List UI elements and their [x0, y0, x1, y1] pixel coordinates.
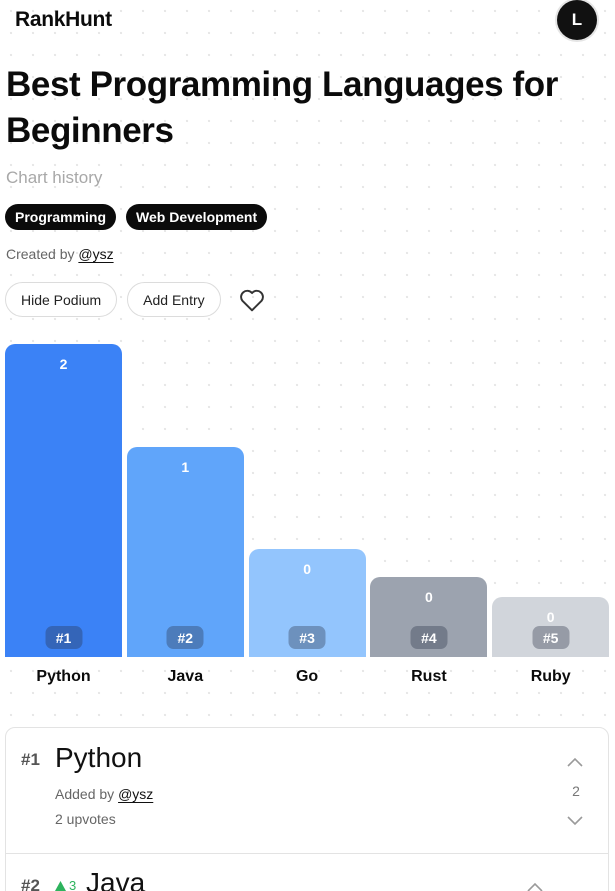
podium-chart: 2 #1 1 #2 0 #3 0 #4 0 #5: [5, 340, 610, 658]
entry-name[interactable]: Java: [86, 867, 146, 891]
podium-bar-java[interactable]: 1 #2: [126, 446, 244, 657]
bar-value-label: 2: [59, 356, 68, 372]
upvote-chevron-up-icon[interactable]: [567, 754, 583, 772]
bar-rank-badge: #5: [532, 626, 570, 649]
bar-rank-badge: #2: [166, 626, 204, 649]
user-avatar[interactable]: L: [557, 0, 597, 40]
arrow-up-icon: [55, 880, 66, 891]
rank-change-value: 3: [69, 878, 77, 891]
action-bar: Hide Podium Add Entry: [5, 282, 267, 317]
app-logo[interactable]: RankHunt: [15, 8, 112, 31]
podium-bar-rust[interactable]: 0 #4: [370, 577, 488, 657]
page-title: Best Programming Languages for Beginners: [6, 65, 558, 150]
entry-name[interactable]: Python: [55, 742, 143, 773]
heart-icon[interactable]: [237, 285, 267, 315]
added-by-label: Added by: [55, 786, 115, 802]
podium-bar-ruby[interactable]: 0 #5: [492, 597, 610, 657]
bar-value-label: 1: [181, 458, 190, 475]
hide-podium-button[interactable]: Hide Podium: [5, 282, 118, 317]
bar-value-label: 0: [424, 589, 433, 605]
bar-value-label: 0: [546, 609, 555, 625]
entry-rank: #1: [21, 750, 40, 769]
bar-rank-badge: #1: [45, 626, 82, 649]
creator-link[interactable]: @ysz: [78, 246, 114, 262]
upvote-chevron-up-icon[interactable]: [527, 879, 543, 891]
podium-bar-go[interactable]: 0 #3: [248, 549, 366, 657]
bar-rank-badge: #3: [288, 626, 326, 649]
list-item[interactable]: #1 Python Added by @ysz 2 upvotes 2: [6, 728, 608, 854]
bar-value-label: 0: [303, 561, 311, 577]
tag-list: Programming Web Development: [5, 204, 268, 230]
created-by: Created by @ysz: [6, 246, 114, 262]
downvote-chevron-down-icon[interactable]: [567, 813, 583, 831]
bar-category-label: Java: [167, 668, 204, 685]
podium-bar-python[interactable]: 2 #1: [5, 344, 122, 657]
tag-web-development[interactable]: Web Development: [126, 204, 268, 230]
entry-added-by: Added by @ysz: [55, 786, 153, 802]
bar-category-label: Go: [295, 668, 319, 685]
tag-programming[interactable]: Programming: [5, 204, 117, 230]
top-bar: RankHunt L: [0, 0, 615, 42]
entry-upvotes: 2 upvotes: [55, 811, 116, 827]
vote-count: 2: [572, 783, 580, 799]
entry-list: #1 Python Added by @ysz 2 upvotes 2 #2 3…: [5, 727, 609, 891]
created-by-label: Created by: [6, 246, 75, 262]
entry-rank: #2: [21, 876, 40, 891]
rank-change: 3: [55, 878, 76, 891]
add-entry-button[interactable]: Add Entry: [127, 282, 221, 317]
bar-rank-badge: #4: [410, 626, 448, 649]
bar-category-label: Ruby: [530, 668, 571, 685]
entry-author-link[interactable]: @ysz: [118, 786, 154, 802]
chart-history-link[interactable]: Chart history: [6, 168, 103, 187]
bar-category-label: Rust: [411, 668, 447, 685]
bar-category-label: Python: [36, 668, 91, 685]
